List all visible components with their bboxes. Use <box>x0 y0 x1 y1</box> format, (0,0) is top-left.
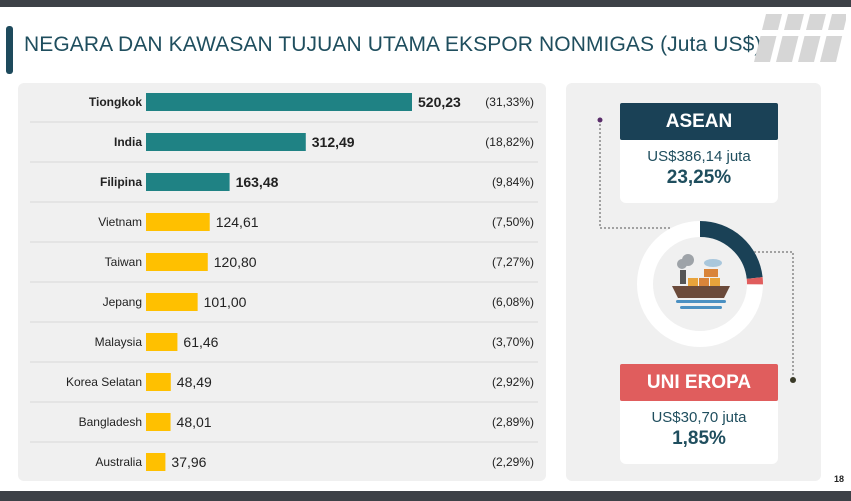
bar <box>146 93 412 111</box>
category-label: Australia <box>95 455 142 469</box>
top-band <box>0 0 851 7</box>
value-label: 120,80 <box>214 254 257 270</box>
share-label: (7,50%) <box>492 215 534 229</box>
bar <box>146 133 306 151</box>
share-label: (6,08%) <box>492 295 534 309</box>
chart-panel: Tiongkok 520,23 (31,33%) India 312,49 (18,82%… <box>18 83 546 481</box>
bar <box>146 453 166 471</box>
category-label: Vietnam <box>98 215 142 229</box>
donut-segment-asean <box>699 221 763 280</box>
share-label: (3,70%) <box>492 335 534 349</box>
value-label: 37,96 <box>171 454 206 470</box>
value-label: 163,48 <box>236 174 279 190</box>
eu-connector <box>754 251 794 380</box>
asean-share: 23,25% <box>666 167 732 188</box>
cargo-ship-icon <box>672 254 730 309</box>
asean-connector-dot <box>597 117 603 123</box>
share-label: (7,27%) <box>492 255 534 269</box>
asean-header: ASEAN <box>620 103 778 140</box>
bar <box>146 413 171 431</box>
share-label: (2,92%) <box>492 375 534 389</box>
category-label: Korea Selatan <box>66 375 142 389</box>
page-number: 18 <box>834 474 845 484</box>
region-share-donut <box>637 221 763 347</box>
export-destination-bar-chart: Tiongkok 520,23 (31,33%) India 312,49 (18,82%… <box>30 93 538 471</box>
value-label: 124,61 <box>216 214 259 230</box>
eu-box: US$30,70 juta 1,85% <box>620 401 778 464</box>
share-label: (2,29%) <box>492 455 534 469</box>
category-label: Jepang <box>103 295 142 309</box>
eu-connector-dot <box>790 377 796 383</box>
share-label: (31,33%) <box>485 95 534 109</box>
asean-connector <box>599 120 678 229</box>
eu-share: 1,85% <box>672 428 726 449</box>
bottom-band <box>0 491 851 501</box>
value-label: 312,49 <box>312 134 355 150</box>
asean-box: US$386,14 juta 23,25% <box>620 140 778 203</box>
category-label: Tiongkok <box>89 95 142 109</box>
bar <box>146 173 230 191</box>
value-label: 48,01 <box>177 414 212 430</box>
bar <box>146 333 178 351</box>
eu-header: UNI EROPA <box>620 364 778 401</box>
value-label: 520,23 <box>418 94 461 110</box>
category-label: Bangladesh <box>79 415 142 429</box>
bar <box>146 213 210 231</box>
share-label: (18,82%) <box>485 135 534 149</box>
corner-logo-stripes-icon <box>754 14 846 62</box>
bar <box>146 373 171 391</box>
value-label: 61,46 <box>183 334 218 350</box>
asean-amount: US$386,14 juta <box>647 148 751 165</box>
category-label: Filipina <box>100 175 142 189</box>
category-label: Malaysia <box>95 335 143 349</box>
value-label: 48,49 <box>177 374 212 390</box>
category-label: Taiwan <box>105 255 142 269</box>
value-label: 101,00 <box>204 294 247 310</box>
share-label: (9,84%) <box>492 175 534 189</box>
share-label: (2,89%) <box>492 415 534 429</box>
eu-amount: US$30,70 juta <box>651 409 747 426</box>
page-title: NEGARA DAN KAWASAN TUJUAN UTAMA EKSPOR N… <box>24 33 762 56</box>
category-label: India <box>114 135 142 149</box>
title-accent-bar <box>6 26 13 74</box>
bar <box>146 293 198 311</box>
bar <box>146 253 208 271</box>
